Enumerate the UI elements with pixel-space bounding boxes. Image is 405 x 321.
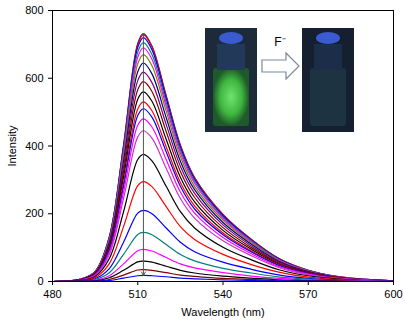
svg-text:Intensity: Intensity xyxy=(6,125,18,166)
svg-text:0: 0 xyxy=(37,275,43,287)
svg-text:400: 400 xyxy=(25,140,43,152)
svg-text:600: 600 xyxy=(25,72,43,84)
svg-text:F⁻: F⁻ xyxy=(274,35,285,49)
svg-text:600: 600 xyxy=(384,288,402,300)
svg-text:200: 200 xyxy=(25,207,43,219)
svg-text:480: 480 xyxy=(43,288,61,300)
svg-text:800: 800 xyxy=(25,4,43,16)
svg-text:570: 570 xyxy=(299,288,317,300)
svg-text:540: 540 xyxy=(214,288,232,300)
svg-text:510: 510 xyxy=(129,288,147,300)
svg-text:Wavelength (nm): Wavelength (nm) xyxy=(181,306,264,318)
